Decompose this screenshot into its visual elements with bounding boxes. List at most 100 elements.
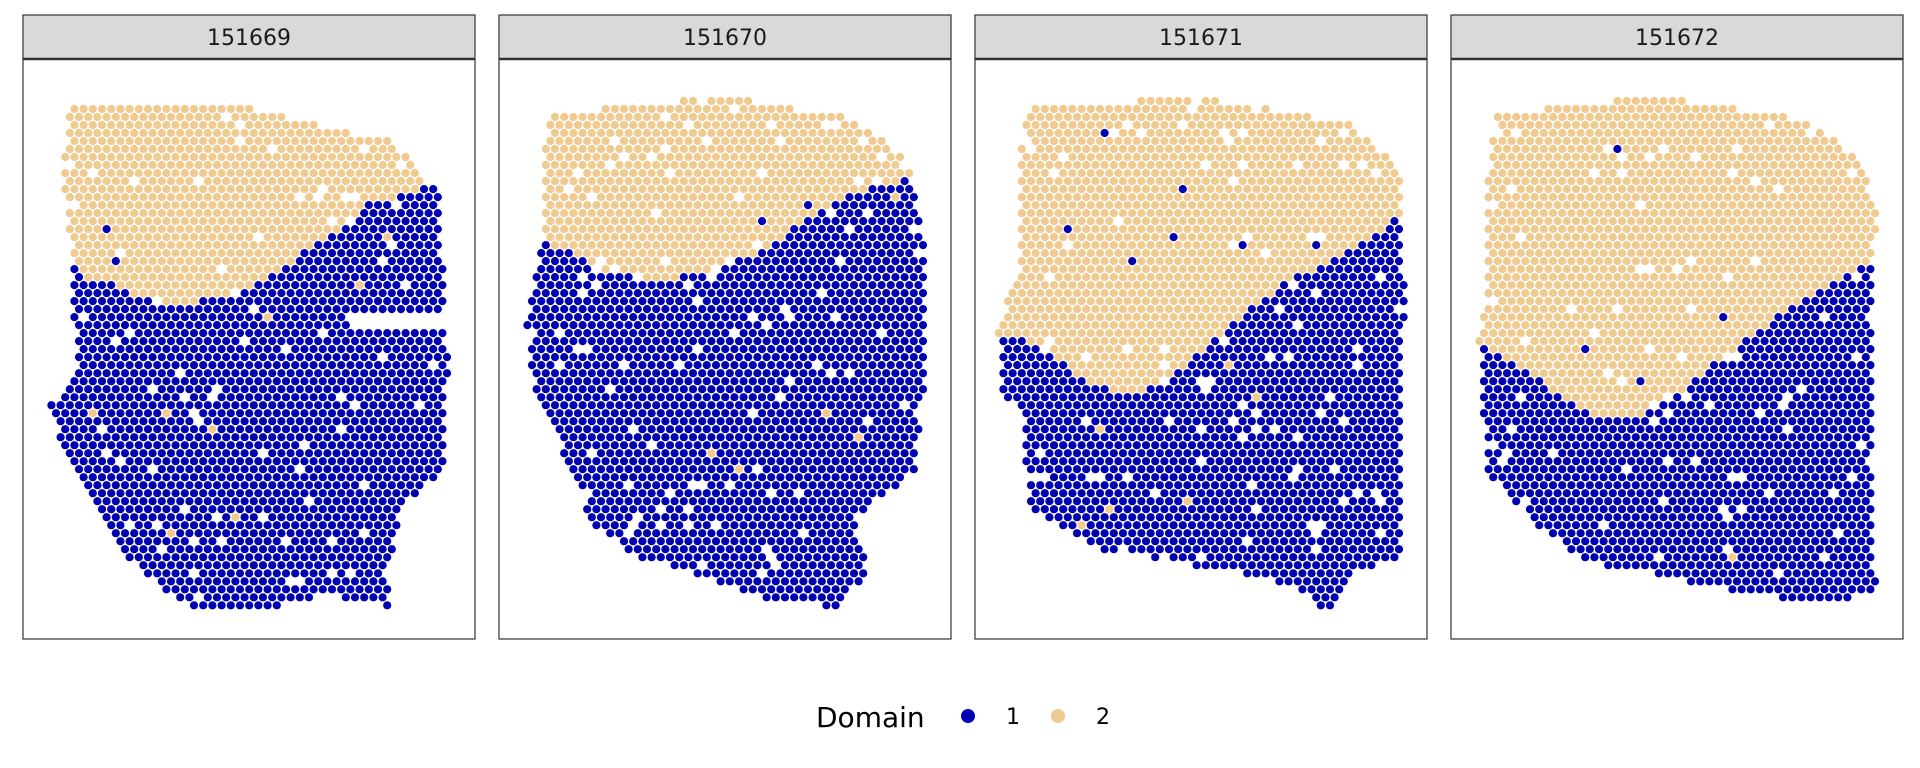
spot-domain-2 <box>222 144 231 154</box>
spot-domain-2 <box>1275 193 1284 202</box>
spot-domain-1 <box>803 297 813 306</box>
spot-domain-1 <box>780 401 790 410</box>
spot-domain-1 <box>877 377 886 386</box>
spot-domain-1 <box>162 329 171 338</box>
spot-domain-2 <box>70 217 79 226</box>
spot-domain-1 <box>546 361 555 370</box>
spot-domain-2 <box>1187 136 1197 146</box>
spot-domain-2 <box>721 152 730 162</box>
spot-domain-1 <box>831 489 840 498</box>
spot-domain-2 <box>263 233 272 242</box>
spot-domain-2 <box>560 160 569 170</box>
spot-domain-2 <box>84 241 93 250</box>
spot-domain-2 <box>688 241 698 250</box>
spot-domain-1 <box>314 481 323 490</box>
spot-domain-1 <box>212 481 222 490</box>
spot-domain-2 <box>212 112 222 122</box>
spot-domain-2 <box>1095 152 1105 162</box>
spot-domain-2 <box>258 144 268 154</box>
spot-domain-1 <box>670 497 679 506</box>
spot-domain-1 <box>813 345 822 354</box>
spot-domain-1 <box>323 497 332 506</box>
spot-domain-2 <box>304 241 314 250</box>
spot-domain-1 <box>882 321 891 330</box>
spot-domain-1 <box>373 345 383 354</box>
spot-domain-2 <box>1155 160 1164 170</box>
spot-domain-2 <box>707 241 716 250</box>
spot-domain-1 <box>569 369 578 378</box>
spot-domain-1 <box>199 585 208 594</box>
spot-domain-1 <box>396 417 406 426</box>
spot-domain-2 <box>245 136 254 146</box>
spot-domain-2 <box>730 233 739 242</box>
spot-domain-2 <box>1233 201 1243 210</box>
spot-domain-1 <box>88 489 97 498</box>
spot-domain-1 <box>790 321 799 330</box>
spot-domain-1 <box>702 521 711 530</box>
spot-domain-2 <box>185 144 194 154</box>
spot-domain-1 <box>665 377 675 386</box>
spot-domain-1 <box>180 457 189 466</box>
spot-domain-1 <box>245 489 254 498</box>
spot-domain-1 <box>185 481 194 490</box>
spot-domain-1 <box>415 193 424 202</box>
spot-domain-1 <box>212 433 222 442</box>
spot-domain-2 <box>314 209 323 218</box>
spot-domain-2 <box>1224 169 1233 178</box>
spot-domain-2 <box>332 160 341 170</box>
spot-domain-2 <box>107 185 116 194</box>
spot-domain-1 <box>263 585 272 594</box>
spot-domain-1 <box>291 505 300 514</box>
spot-domain-1 <box>725 465 734 474</box>
spot-domain-1 <box>753 289 762 298</box>
spot-domain-1 <box>176 529 185 538</box>
spot-domain-2 <box>240 177 249 186</box>
spot-domain-2 <box>541 144 550 154</box>
spot-domain-1 <box>291 265 300 274</box>
spot-domain-2 <box>1233 120 1243 130</box>
spot-domain-1 <box>277 433 286 442</box>
spot-domain-1 <box>268 273 277 282</box>
spot-domain-1 <box>629 441 638 450</box>
spot-domain-2 <box>217 201 226 210</box>
spot-domain-1 <box>596 337 606 346</box>
spot-domain-1 <box>360 513 369 522</box>
spot-domain-2 <box>1197 120 1206 130</box>
spot-domain-2 <box>212 193 222 202</box>
spot-domain-2 <box>125 265 134 274</box>
spot-domain-2 <box>550 144 560 154</box>
spot-domain-2 <box>1132 169 1141 178</box>
spot-domain-2 <box>1371 185 1381 194</box>
spot-domain-1 <box>171 345 180 354</box>
spot-domain-1 <box>327 329 337 338</box>
spot-domain-2 <box>309 152 318 162</box>
spot-domain-1 <box>550 289 560 298</box>
spot-domain-1 <box>350 513 360 522</box>
spot-domain-1 <box>684 409 693 418</box>
spot-domain-1 <box>304 465 314 474</box>
spot-domain-2 <box>203 112 212 122</box>
spot-domain-1 <box>406 273 415 282</box>
spot-domain-2 <box>341 144 350 154</box>
spot-domain-1 <box>808 497 817 506</box>
spot-domain-2 <box>587 209 596 218</box>
spot-domain-1 <box>383 505 392 514</box>
spot-domain-1 <box>698 417 707 426</box>
spot-domain-1 <box>84 433 93 442</box>
spot-domain-2 <box>1252 152 1261 162</box>
spot-domain-1 <box>337 249 346 258</box>
spot-domain-1 <box>281 425 291 434</box>
spot-domain-2 <box>1247 177 1256 186</box>
spot-domain-1 <box>143 361 153 370</box>
spot-domain-2 <box>1367 209 1376 218</box>
spot-domain-2 <box>203 241 212 250</box>
spot-domain-2 <box>744 160 753 170</box>
spot-domain-1 <box>337 457 346 466</box>
spot-domain-1 <box>863 497 872 506</box>
spot-domain-1 <box>854 497 863 506</box>
spot-domain-1 <box>314 257 323 266</box>
spot-domain-1 <box>217 393 226 402</box>
spot-domain-1 <box>891 353 900 362</box>
spot-domain-1 <box>383 265 392 274</box>
spot-domain-1 <box>84 401 93 410</box>
